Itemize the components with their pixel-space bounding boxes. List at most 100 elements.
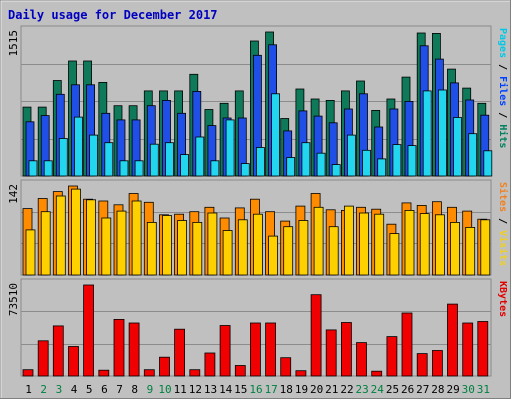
panel-hits-ymax-label: 1515 <box>7 30 20 57</box>
bar-hits-pages-day-26 <box>407 145 417 177</box>
legend-entry-hits-4: Hits <box>497 124 509 148</box>
day-label-31: 31 <box>477 383 490 396</box>
bar-kbytes-kbytes-day-29 <box>447 303 458 377</box>
bar-kbytes-kbytes-day-19 <box>295 370 307 377</box>
panel-visits: 142 Sites / Visits <box>7 179 509 276</box>
bar-hits-pages-day-27 <box>422 90 432 177</box>
bar-kbytes-kbytes-day-22 <box>340 322 352 377</box>
day-label-21: 21 <box>325 383 338 396</box>
bar-visits-sites-day-6 <box>101 217 112 276</box>
day-label-19: 19 <box>295 383 308 396</box>
bar-visits-sites-day-25 <box>389 233 400 276</box>
day-label-2: 2 <box>40 383 47 396</box>
bar-kbytes-kbytes-day-1 <box>22 369 34 377</box>
bar-hits-pages-day-10 <box>165 142 174 177</box>
bar-kbytes-kbytes-day-17 <box>265 322 277 377</box>
bar-hits-pages-day-3 <box>58 138 68 177</box>
day-label-11: 11 <box>174 383 187 396</box>
bar-hits-pages-day-6 <box>104 142 114 177</box>
bar-kbytes-kbytes-day-13 <box>204 352 216 377</box>
bar-kbytes-kbytes-day-28 <box>431 350 443 377</box>
bar-kbytes-kbytes-day-7 <box>113 318 125 377</box>
day-label-17: 17 <box>265 383 278 396</box>
day-label-30: 30 <box>462 383 475 396</box>
day-label-4: 4 <box>71 383 78 396</box>
bar-hits-pages-day-22 <box>346 134 356 177</box>
day-label-3: 3 <box>56 383 63 396</box>
bar-hits-pages-day-8 <box>134 160 144 177</box>
bar-hits-pages-day-5 <box>89 134 98 177</box>
bar-hits-pages-day-12 <box>195 136 205 177</box>
bar-hits-pages-day-24 <box>377 158 387 177</box>
bar-kbytes-kbytes-day-3 <box>52 325 64 377</box>
bar-visits-sites-day-13 <box>207 212 218 276</box>
bar-kbytes-kbytes-day-10 <box>159 356 170 377</box>
legend-entry-visits-0: Sites <box>497 182 509 212</box>
bar-visits-sites-day-8 <box>131 200 142 276</box>
panel-visits-legend: Sites / Visits <box>497 182 509 266</box>
bar-visits-sites-day-26 <box>404 209 415 276</box>
bar-visits-sites-day-27 <box>419 213 430 276</box>
bar-kbytes-kbytes-day-21 <box>325 329 337 377</box>
panel-visits-ymax-label: 142 <box>7 184 20 204</box>
day-label-10: 10 <box>158 383 171 396</box>
bar-visits-sites-day-28 <box>434 214 445 276</box>
bar-visits-sites-day-10 <box>162 215 172 276</box>
day-label-16: 16 <box>249 383 262 396</box>
legend-entry-hits-0: Pages <box>497 28 508 58</box>
bar-hits-pages-day-25 <box>392 144 402 177</box>
bar-visits-sites-day-22 <box>343 205 354 276</box>
bar-hits-pages-day-28 <box>437 89 447 177</box>
day-label-18: 18 <box>280 383 293 396</box>
bar-visits-sites-day-24 <box>374 213 385 276</box>
day-label-12: 12 <box>189 383 202 396</box>
bar-visits-sites-day-15 <box>237 219 248 276</box>
panel-kbytes-ymax-label: 73510 <box>7 283 20 316</box>
legend-entry-hits-2: Files <box>497 76 509 106</box>
bar-hits-pages-day-15 <box>240 163 250 177</box>
bar-hits-pages-day-1 <box>28 160 38 177</box>
day-label-22: 22 <box>340 383 353 396</box>
bar-hits-pages-day-11 <box>180 154 190 177</box>
legend-entry-visits-1: / <box>497 212 508 230</box>
day-label-8: 8 <box>131 383 138 396</box>
bar-visits-sites-day-29 <box>450 221 460 276</box>
day-label-25: 25 <box>386 383 399 396</box>
day-label-15: 15 <box>234 383 247 396</box>
legend-entry-hits-1: / <box>497 58 508 76</box>
bar-kbytes-kbytes-day-11 <box>174 328 186 377</box>
bar-kbytes-kbytes-day-12 <box>189 369 201 377</box>
day-label-28: 28 <box>431 383 444 396</box>
day-label-13: 13 <box>204 383 217 396</box>
bar-hits-pages-day-16 <box>255 147 265 177</box>
bar-kbytes-kbytes-day-24 <box>371 370 383 377</box>
bar-hits-pages-day-7 <box>119 160 129 177</box>
bar-hits-pages-day-18 <box>286 157 296 177</box>
bar-hits-pages-day-23 <box>362 149 371 177</box>
bar-visits-sites-day-7 <box>116 210 127 276</box>
panel-hits: 1515 Pages / Files / Hits <box>7 25 509 177</box>
bar-kbytes-kbytes-day-9 <box>143 369 155 377</box>
bar-visits-sites-day-21 <box>328 226 339 276</box>
day-label-5: 5 <box>86 383 93 396</box>
bar-visits-sites-day-1 <box>25 229 36 276</box>
panel-hits-legend: Pages / Files / Hits <box>497 28 509 148</box>
bar-hits-pages-day-14 <box>225 119 235 177</box>
bar-kbytes-kbytes-day-18 <box>280 357 292 377</box>
bar-kbytes-kbytes-day-25 <box>386 336 398 377</box>
legend-entry-hits-3: / <box>497 106 508 124</box>
bar-hits-pages-day-13 <box>210 160 220 177</box>
bar-kbytes-kbytes-day-8 <box>128 322 140 377</box>
bar-visits-sites-day-18 <box>283 226 294 276</box>
bar-visits-sites-day-9 <box>146 221 157 276</box>
bar-kbytes-kbytes-day-4 <box>68 346 79 377</box>
bar-kbytes-kbytes-day-16 <box>249 322 261 377</box>
bar-hits-pages-day-19 <box>301 142 311 177</box>
bar-hits-pages-day-21 <box>331 164 341 177</box>
bar-visits-sites-day-17 <box>268 235 279 276</box>
day-label-7: 7 <box>116 383 123 396</box>
bar-kbytes-kbytes-day-5 <box>83 284 94 377</box>
bar-kbytes-kbytes-day-31 <box>477 321 489 377</box>
